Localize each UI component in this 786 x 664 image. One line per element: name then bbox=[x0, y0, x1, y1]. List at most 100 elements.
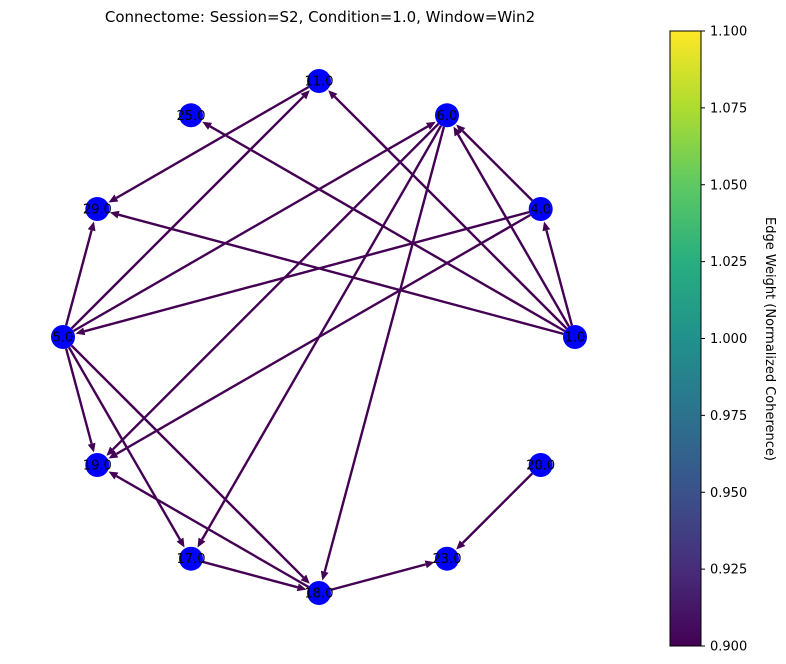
node-6.0: 6.0 bbox=[435, 103, 459, 128]
node-circle bbox=[528, 197, 553, 221]
edge-4.0-to-5.0 bbox=[75, 210, 530, 336]
edge-arrowhead bbox=[87, 442, 96, 453]
edge-line bbox=[64, 229, 93, 326]
node-circle bbox=[528, 453, 553, 477]
edge-line bbox=[64, 348, 93, 445]
node-1.0: 1.0 bbox=[563, 325, 587, 349]
node-circle bbox=[179, 103, 203, 128]
node-19.0: 19.0 bbox=[83, 453, 112, 477]
edge-17.0-to-18.0 bbox=[202, 560, 307, 592]
edge-arrowhead bbox=[300, 574, 310, 584]
edge-line bbox=[202, 560, 299, 589]
edge-1.0-to-11.0 bbox=[328, 90, 568, 330]
node-circle bbox=[179, 546, 203, 571]
edge-arrowhead bbox=[425, 121, 436, 130]
node-circle bbox=[85, 197, 110, 221]
edge-arrowhead bbox=[108, 450, 119, 459]
edge-6.0-to-17.0 bbox=[197, 125, 443, 548]
edge-layer bbox=[64, 85, 574, 592]
colorbar-tick-label: 1.075 bbox=[710, 101, 747, 116]
node-label: 17.0 bbox=[177, 552, 206, 567]
edge-line bbox=[461, 472, 534, 544]
node-circle bbox=[435, 546, 459, 571]
colorbar-tick-label: 1.000 bbox=[710, 332, 747, 347]
edge-arrowhead bbox=[453, 126, 462, 137]
node-25.0: 25.0 bbox=[177, 103, 206, 128]
edge-line bbox=[112, 122, 440, 451]
node-4.0: 4.0 bbox=[528, 197, 553, 221]
colorbar-ticks: 0.900 0.925 0.950 0.975 1.000 1.025 1.050 1.075… bbox=[701, 25, 747, 655]
edge-line bbox=[72, 125, 429, 333]
node-label: 23.0 bbox=[433, 552, 462, 567]
edge-4.0-to-6.0 bbox=[456, 124, 534, 202]
node-18.0: 18.0 bbox=[305, 581, 334, 605]
edge-line bbox=[330, 563, 427, 592]
node-5.0: 5.0 bbox=[51, 325, 75, 349]
edge-line bbox=[461, 130, 534, 202]
edge-6.0-to-18.0 bbox=[320, 126, 446, 581]
node-label: 5.0 bbox=[53, 331, 74, 346]
edge-5.0-to-6.0 bbox=[72, 121, 436, 333]
colorbar: 0.900 0.925 0.950 0.975 1.000 1.025 1.050 1.075… bbox=[669, 25, 777, 655]
edge-6.0-to-19.0 bbox=[106, 122, 440, 456]
node-circle bbox=[85, 453, 110, 477]
node-label: 20.0 bbox=[526, 459, 555, 474]
edge-arrowhead bbox=[106, 446, 116, 456]
edge-line bbox=[545, 229, 574, 326]
edge-arrowhead bbox=[176, 537, 185, 548]
edge-5.0-to-18.0 bbox=[70, 344, 310, 584]
colorbar-label: Edge Weight (Normalized Coherence) bbox=[762, 217, 777, 461]
edge-arrowhead bbox=[296, 583, 307, 592]
edge-line bbox=[209, 125, 566, 333]
node-20.0: 20.0 bbox=[526, 453, 555, 477]
edge-1.0-to-6.0 bbox=[453, 126, 571, 328]
node-23.0: 23.0 bbox=[433, 546, 462, 571]
edge-1.0-to-25.0 bbox=[202, 121, 566, 333]
edge-18.0-to-23.0 bbox=[330, 560, 435, 592]
edge-line bbox=[83, 210, 530, 333]
edge-arrowhead bbox=[75, 327, 86, 336]
node-circle bbox=[563, 325, 587, 349]
edge-line bbox=[333, 95, 568, 330]
node-label: 25.0 bbox=[177, 109, 206, 124]
edge-arrowhead bbox=[300, 90, 310, 100]
colorbar-tick-label: 0.925 bbox=[710, 563, 747, 578]
node-label: 6.0 bbox=[437, 109, 458, 124]
colorbar-tick-label: 1.050 bbox=[710, 178, 747, 193]
node-circle bbox=[51, 325, 75, 349]
edge-line bbox=[67, 346, 182, 541]
node-circle bbox=[435, 103, 459, 128]
node-label: 4.0 bbox=[530, 203, 551, 218]
edge-5.0-to-19.0 bbox=[64, 348, 96, 453]
colorbar-tick-label: 1.025 bbox=[710, 255, 747, 270]
node-circle bbox=[307, 581, 331, 605]
edge-20.0-to-23.0 bbox=[456, 472, 534, 550]
edge-arrowhead bbox=[320, 570, 329, 581]
edge-arrowhead bbox=[87, 221, 96, 232]
edge-5.0-to-29.0 bbox=[64, 221, 96, 326]
edge-18.0-to-19.0 bbox=[108, 471, 310, 589]
edge-arrowhead bbox=[424, 560, 435, 569]
edge-1.0-to-29.0 bbox=[109, 210, 564, 336]
node-label: 18.0 bbox=[305, 587, 334, 602]
figure-title: Connectome: Session=S2, Condition=1.0, W… bbox=[105, 8, 535, 26]
edge-arrowhead bbox=[328, 90, 338, 100]
edge-line bbox=[200, 125, 443, 541]
node-29.0: 29.0 bbox=[83, 197, 112, 221]
edge-arrowhead bbox=[456, 124, 466, 134]
edge-arrowhead bbox=[456, 540, 466, 550]
node-circle bbox=[307, 69, 331, 93]
edge-arrowhead bbox=[108, 194, 119, 203]
edge-1.0-to-4.0 bbox=[542, 221, 574, 326]
edge-5.0-to-11.0 bbox=[70, 90, 310, 330]
edge-line bbox=[70, 344, 305, 579]
edge-line bbox=[323, 126, 446, 573]
colorbar-tick-label: 0.975 bbox=[710, 409, 747, 424]
edge-line bbox=[118, 213, 564, 336]
edge-arrowhead bbox=[542, 221, 551, 232]
node-17.0: 17.0 bbox=[177, 546, 206, 571]
node-label: 1.0 bbox=[565, 331, 586, 346]
edge-line bbox=[115, 474, 310, 589]
edge-arrowhead bbox=[197, 537, 206, 548]
node-11.0: 11.0 bbox=[305, 69, 333, 93]
